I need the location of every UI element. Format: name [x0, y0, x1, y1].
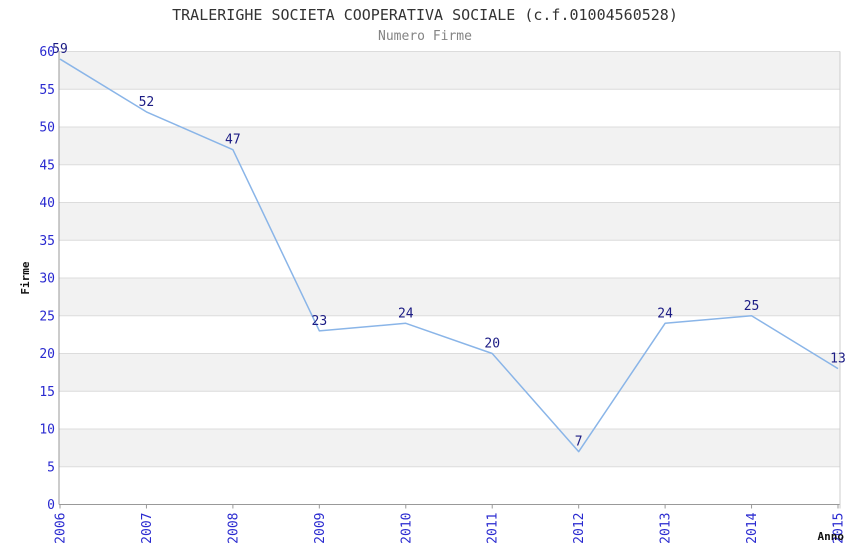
chart-title: TRALERIGHE SOCIETA COOPERATIVA SOCIALE (…: [172, 6, 678, 24]
y-axis-title: Firme: [19, 261, 32, 294]
y-tick-label: 0: [47, 498, 55, 513]
y-tick-label: 50: [39, 121, 55, 136]
y-axis-tick-labels: 0 5 10 15 20 25 30 35 40 45 50 55 60: [39, 45, 55, 513]
stripe-band: [59, 89, 840, 127]
point-label: 20: [484, 337, 500, 352]
stripe-band: [59, 51, 840, 90]
y-tick-label: 10: [39, 423, 55, 438]
line-series-firme: [59, 58, 839, 453]
x-tick-label: 2012: [572, 513, 587, 544]
x-tick-label: 2013: [659, 513, 674, 544]
stripe-band: [59, 391, 840, 429]
y-tick-label: 30: [39, 272, 55, 287]
stripe-band: [59, 429, 840, 467]
stripe-band: [59, 164, 840, 203]
point-label: 24: [398, 306, 414, 321]
x-tick-label: 2008: [226, 513, 241, 544]
point-label: 24: [657, 306, 673, 321]
y-tick-label: 55: [39, 83, 55, 98]
stripe-band: [59, 240, 840, 278]
point-label: 52: [139, 95, 155, 110]
y-tick-label: 20: [39, 347, 55, 362]
point-label: 7: [575, 435, 583, 450]
point-label: 47: [225, 133, 241, 148]
x-tick-label: 2006: [54, 513, 69, 544]
y-tick-label: 35: [39, 234, 55, 249]
chart-subtitle: Numero Firme: [378, 29, 472, 44]
y-tick-label: 60: [39, 45, 55, 60]
stripe-band: [59, 353, 840, 392]
x-axis-title: Anno: [818, 530, 845, 543]
stripe-band: [59, 466, 840, 505]
stripe-band: [59, 127, 840, 165]
y-tick-label: 45: [39, 158, 55, 173]
y-tick-label: 15: [39, 385, 55, 400]
x-axis-tick-labels: 2006 2007 2008 2009 2010 2011 2012 2013 2014 2015: [54, 512, 847, 543]
horizontal-gridlines: [59, 51, 840, 468]
point-label: 25: [744, 299, 760, 314]
x-tick-label: 2011: [486, 513, 501, 544]
point-label: 59: [52, 42, 68, 57]
point-label: 23: [312, 314, 328, 329]
plot-stripe-bands: [59, 51, 840, 505]
point-label: 13: [830, 352, 846, 367]
y-tick-label: 25: [39, 309, 55, 324]
x-tick-label: 2009: [313, 513, 328, 544]
stripe-band: [59, 278, 840, 316]
stripe-band: [59, 202, 840, 241]
x-tick-label: 2010: [399, 513, 414, 544]
data-line-series: [59, 58, 839, 453]
stripe-band: [59, 315, 840, 354]
x-tick-label: 2015: [832, 513, 847, 544]
data-point-labels: 59 52 47 23 24 20 7 24 25 13: [52, 42, 846, 450]
y-tick-label: 5: [47, 460, 55, 475]
axes-and-borders: [58, 51, 841, 509]
x-tick-label: 2014: [745, 512, 760, 543]
y-tick-label: 40: [39, 196, 55, 211]
x-tick-label: 2007: [140, 513, 155, 544]
